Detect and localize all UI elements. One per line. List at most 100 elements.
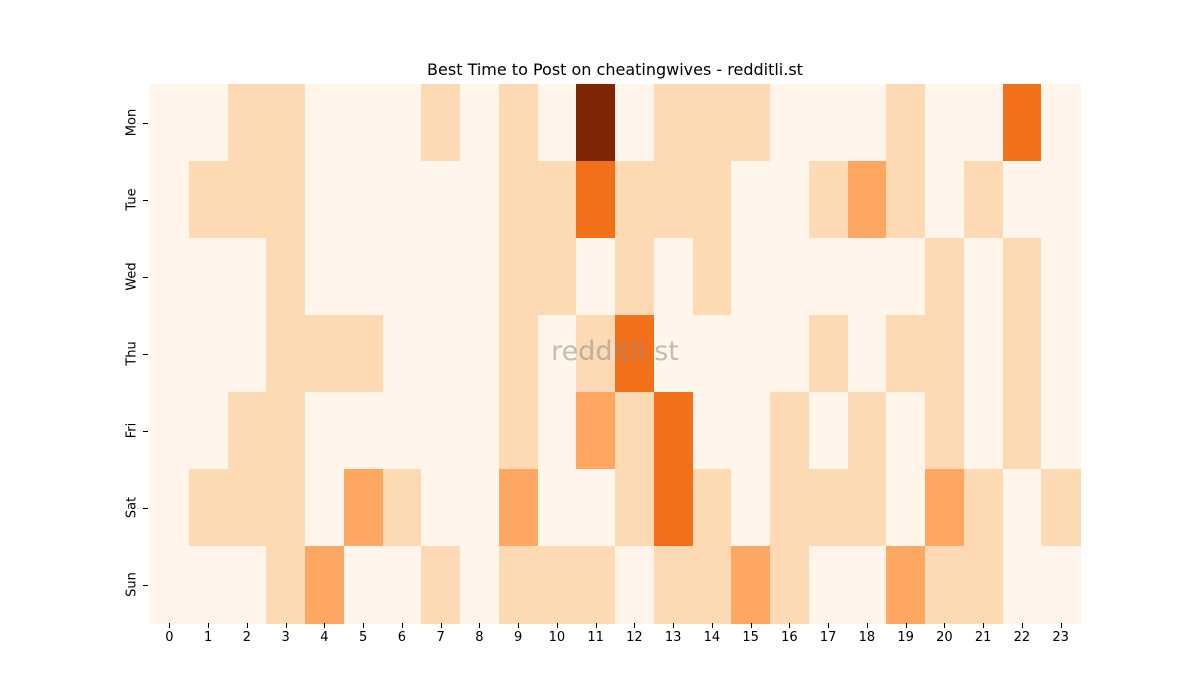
heatmap-cell (886, 161, 926, 239)
y-tick-label: Wed (124, 261, 140, 291)
heatmap-cell (925, 161, 965, 239)
heatmap-cell (925, 546, 965, 624)
heatmap-cell (653, 238, 694, 316)
heatmap-cell (886, 315, 926, 393)
heatmap-plot-area (150, 84, 1081, 624)
y-tick-label: Tue (124, 187, 140, 211)
heatmap-cell (770, 392, 810, 470)
heatmap-cell (1002, 546, 1042, 624)
heatmap-cell (537, 84, 577, 162)
heatmap-cell (460, 546, 500, 624)
heatmap-cell (150, 315, 190, 393)
heatmap-cell (188, 546, 229, 624)
heatmap-cell (188, 469, 229, 547)
x-tick-label: 4 (320, 630, 329, 645)
heatmap-cell (1041, 546, 1081, 624)
heatmap-cell (305, 546, 345, 624)
heatmap-cell (576, 84, 616, 162)
heatmap-cell (382, 469, 422, 547)
heatmap-cell (886, 392, 926, 470)
heatmap-cell (1041, 84, 1081, 162)
x-tick (208, 623, 210, 628)
y-tick (143, 199, 148, 201)
heatmap-cell (1041, 315, 1081, 393)
heatmap-cell (692, 161, 732, 239)
heatmap-cell (150, 546, 190, 624)
heatmap-cell (886, 469, 926, 547)
x-tick-label: 8 (475, 630, 484, 645)
heatmap-cell (305, 84, 345, 162)
heatmap-cell (731, 392, 771, 470)
heatmap-cell (382, 84, 422, 162)
heatmap-cell (576, 469, 616, 547)
x-tick (556, 623, 558, 628)
heatmap-cell (925, 392, 965, 470)
heatmap-cell (653, 469, 694, 547)
y-tick (143, 507, 148, 509)
heatmap-cell (692, 469, 732, 547)
heatmap-cell (537, 161, 577, 239)
heatmap-cell (653, 315, 694, 393)
x-tick (673, 623, 675, 628)
heatmap-cell (305, 315, 345, 393)
heatmap-cell (498, 161, 539, 239)
heatmap-cell (266, 315, 306, 393)
heatmap-cell (150, 392, 190, 470)
x-tick-label: 10 (548, 630, 566, 645)
heatmap-cell (227, 161, 267, 239)
heatmap-cell (653, 161, 694, 239)
x-tick-label: 23 (1052, 630, 1069, 645)
x-tick-label: 5 (358, 630, 368, 645)
heatmap-cell (1002, 469, 1042, 547)
x-tick (866, 623, 868, 628)
heatmap-cell (537, 546, 577, 624)
x-tick-label: 17 (819, 630, 837, 645)
y-tick (143, 584, 148, 586)
heatmap-cell (498, 315, 539, 393)
heatmap-cell (731, 161, 771, 239)
heatmap-cell (963, 161, 1004, 239)
heatmap-cell (460, 84, 500, 162)
x-tick (905, 623, 907, 628)
x-tick-label: 2 (242, 630, 252, 645)
y-tick-label: Sat (124, 496, 140, 518)
heatmap-cell (1041, 238, 1081, 316)
heatmap-cell (266, 238, 306, 316)
heatmap-cell (615, 469, 655, 547)
heatmap-cell (266, 546, 306, 624)
heatmap-cell (808, 546, 849, 624)
heatmap-cell (382, 238, 422, 316)
heatmap-cell (227, 392, 267, 470)
x-tick (983, 623, 985, 628)
heatmap-cell (925, 238, 965, 316)
heatmap-cell (460, 161, 500, 239)
heatmap-cell (421, 238, 461, 316)
heatmap-cell (537, 392, 577, 470)
heatmap-cell (1041, 469, 1081, 547)
heatmap-cell (421, 161, 461, 239)
y-tick (143, 122, 148, 124)
x-tick (711, 623, 713, 628)
x-tick (324, 623, 326, 628)
heatmap-cell (227, 469, 267, 547)
heatmap-cell (963, 84, 1004, 162)
heatmap-cell (460, 315, 500, 393)
x-tick-label: 14 (703, 630, 721, 645)
y-tick (143, 430, 148, 432)
x-tick-label: 18 (858, 630, 876, 645)
heatmap-cell (343, 315, 384, 393)
x-tick-label: 22 (1013, 630, 1031, 645)
heatmap-cell (925, 469, 965, 547)
heatmap-cell (188, 238, 229, 316)
y-tick (143, 353, 148, 355)
heatmap-cell (692, 546, 732, 624)
x-tick (944, 623, 946, 628)
heatmap-cell (847, 315, 887, 393)
x-tick (789, 623, 791, 628)
heatmap-cell (421, 84, 461, 162)
heatmap-cell (770, 84, 810, 162)
heatmap-cell (150, 469, 190, 547)
heatmap-cell (498, 392, 539, 470)
heatmap-cell (460, 238, 500, 316)
heatmap-cell (1002, 238, 1042, 316)
